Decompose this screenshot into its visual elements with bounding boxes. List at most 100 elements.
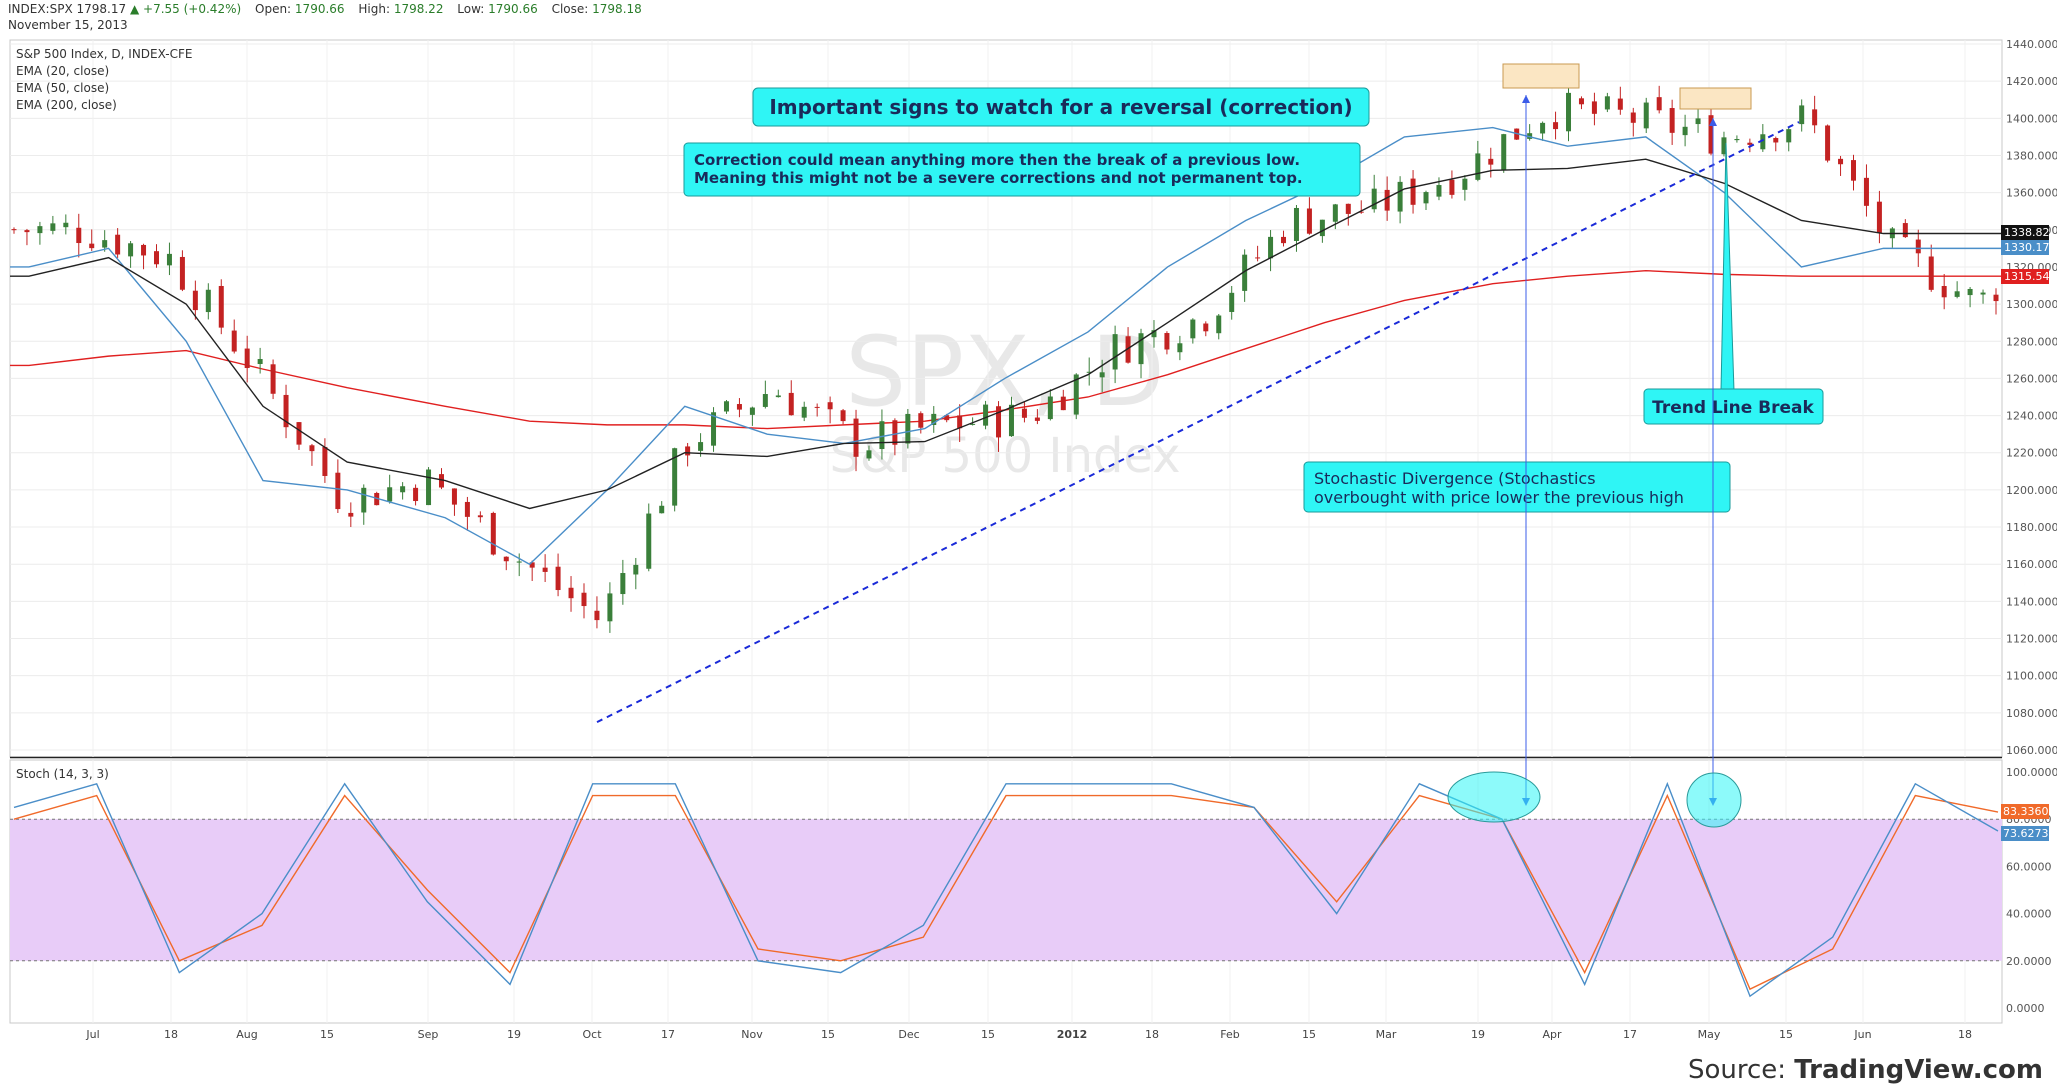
price-candle-body xyxy=(231,330,237,352)
price-candle-body xyxy=(400,486,406,493)
time-tick-label: Dec xyxy=(898,1028,919,1041)
price-tick-label: 1280.0000 xyxy=(2006,335,2057,348)
trend-line xyxy=(596,121,1800,724)
price-candle-body xyxy=(1488,158,1494,165)
time-tick-label: 17 xyxy=(1623,1028,1637,1041)
price-candle-body xyxy=(102,240,108,248)
price-candle-body xyxy=(270,364,276,394)
price-candle-body xyxy=(1747,142,1753,145)
svg-text:83.3360: 83.3360 xyxy=(2003,805,2049,818)
stoch-tick-label: 60.0000 xyxy=(2006,860,2052,873)
price-candle-body xyxy=(322,446,328,476)
price-candle-body xyxy=(141,244,147,256)
price-candle-body xyxy=(1902,223,1908,238)
price-candle-body xyxy=(1669,108,1675,133)
price-candle-body xyxy=(76,227,82,244)
price-candle-body xyxy=(1410,178,1416,205)
price-candle-body xyxy=(1021,408,1027,418)
price-tick-label: 1380.0000 xyxy=(2006,149,2057,162)
callout-stoch-box xyxy=(1303,461,1731,513)
time-tick-label: 19 xyxy=(507,1028,521,1041)
price-tick-label: 1140.0000 xyxy=(2006,595,2057,608)
price-tick-label: 1080.0000 xyxy=(2006,707,2057,720)
price-candle-body xyxy=(788,392,794,416)
price-candle-body xyxy=(892,420,898,445)
time-tick-label: 15 xyxy=(1779,1028,1793,1041)
price-candle-body xyxy=(840,410,846,422)
price-candle-body xyxy=(1721,137,1727,155)
price-candle-body xyxy=(1423,192,1429,204)
price-candle-body xyxy=(1786,129,1792,143)
price-candle-body xyxy=(1281,236,1287,244)
price-candle-body xyxy=(1138,333,1144,365)
legend-title: S&P 500 Index, D, INDEX-CFE xyxy=(16,47,192,61)
price-candle-body xyxy=(1475,153,1481,180)
price-candle-body xyxy=(1397,181,1403,212)
price-candle-body xyxy=(762,394,768,407)
price-candle-body xyxy=(1306,208,1312,234)
callout-trend-text: Trend Line Break xyxy=(1652,398,1814,418)
price-tick-label: 1260.0000 xyxy=(2006,372,2057,385)
time-tick-label: Sep xyxy=(418,1028,439,1041)
stoch-label: Stoch (14, 3, 3) xyxy=(16,767,109,781)
legend-ema20: EMA (20, close) xyxy=(16,64,109,78)
badge-ema50: 1338.82 xyxy=(2001,225,2050,240)
price-candle-body xyxy=(1125,336,1131,363)
price-candle-body xyxy=(866,450,872,459)
price-candle-body xyxy=(1268,236,1274,259)
price-candle-body xyxy=(944,415,950,421)
price-candle-body xyxy=(309,445,315,452)
price-candle-body xyxy=(179,256,185,290)
time-tick-label: Oct xyxy=(582,1028,602,1041)
stoch-tick-label: 40.0000 xyxy=(2006,908,2052,921)
price-candle-body xyxy=(1060,396,1066,411)
time-tick-label: 15 xyxy=(821,1028,835,1041)
badge-stoch-k: 83.3360 xyxy=(2001,804,2049,819)
price-candle-body xyxy=(1876,201,1882,233)
quote-header: INDEX:SPX 1798.17 ▲ +7.55 (+0.42%) Open:… xyxy=(8,2,642,16)
callout-title: Important signs to watch for a reversal … xyxy=(769,95,1352,119)
price-candle-body xyxy=(218,285,224,328)
price-candle-body xyxy=(50,223,56,231)
price-candle-body xyxy=(1656,97,1662,111)
price-candle-body xyxy=(594,610,600,621)
open-label: Open: xyxy=(255,2,292,16)
time-tick-label: 18 xyxy=(164,1028,178,1041)
price-candle-body xyxy=(205,289,211,313)
stoch-tick-label: 0.0000 xyxy=(2006,1002,2045,1015)
legend-ema50: EMA (50, close) xyxy=(16,81,109,95)
last-price: 1798.17 xyxy=(76,2,127,16)
price-candle-body xyxy=(1449,179,1455,195)
svg-text:73.6273: 73.6273 xyxy=(2003,827,2049,840)
open-value: 1790.66 xyxy=(294,2,345,16)
price-candle-body xyxy=(529,562,535,568)
price-candle-body xyxy=(1630,112,1636,123)
top-marker-1 xyxy=(1502,63,1580,89)
price-candle-body xyxy=(1151,330,1157,338)
price-candle-body xyxy=(1553,122,1559,130)
price-candle-body xyxy=(1371,188,1377,210)
price-candle-body xyxy=(1255,257,1261,259)
price-candle-body xyxy=(918,413,924,428)
price-candle-body xyxy=(1578,98,1584,105)
close-label: Close: xyxy=(551,2,589,16)
close-value: 1798.18 xyxy=(592,2,642,16)
price-candle-body xyxy=(387,487,393,502)
price-candle-body xyxy=(711,412,717,446)
price-candle-body xyxy=(361,487,367,513)
watermark-name: S&P 500 Index xyxy=(829,428,1180,484)
price-candle-body xyxy=(89,243,95,249)
price-candle-body xyxy=(646,513,652,569)
price-candle-body xyxy=(749,407,755,415)
price-candle-body xyxy=(1643,102,1649,129)
price-candle-body xyxy=(1617,98,1623,110)
time-tick-label: 19 xyxy=(1471,1028,1485,1041)
stoch-band xyxy=(10,819,2002,961)
price-candle-body xyxy=(426,469,432,506)
price-candle-body xyxy=(775,395,781,398)
price-candle-body xyxy=(1216,315,1222,334)
price-candle-body xyxy=(555,566,561,591)
high-value: 1798.22 xyxy=(393,2,444,16)
price-candle-body xyxy=(1319,219,1325,237)
